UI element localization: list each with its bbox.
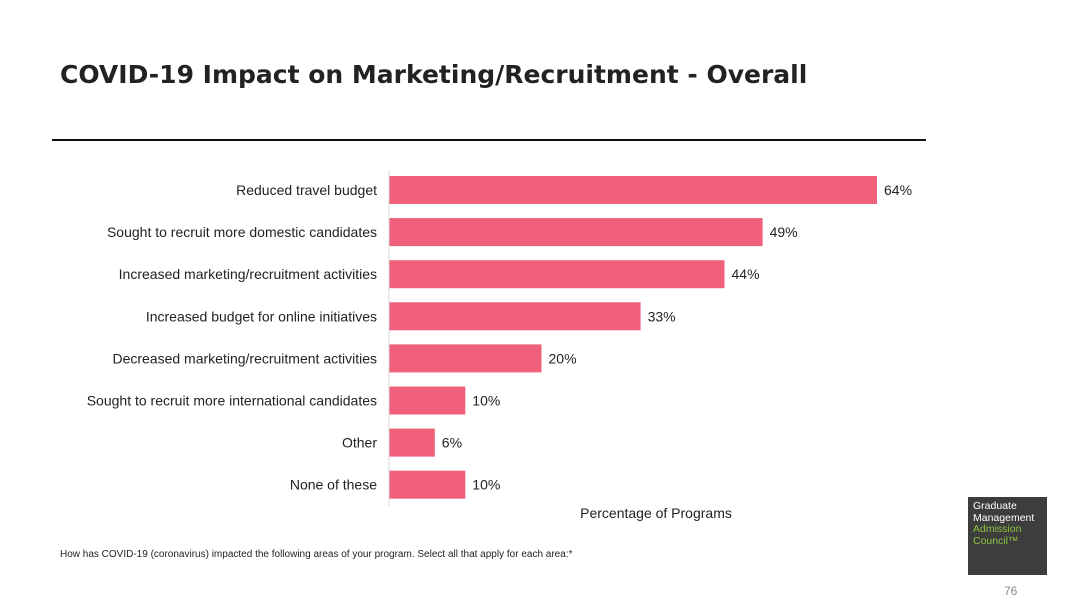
- logo-line-graduate: Graduate: [973, 500, 1017, 512]
- value-label-3: 33%: [648, 308, 676, 324]
- bar-4: [389, 344, 542, 373]
- bar-7: [389, 470, 466, 499]
- value-label-1: 49%: [770, 224, 798, 240]
- survey-question-footnote: How has COVID-19 (coronavirus) impacted …: [60, 549, 573, 560]
- category-label-0: Reduced travel budget: [236, 182, 377, 198]
- bar-3: [389, 302, 641, 331]
- value-label-7: 10%: [472, 477, 500, 493]
- bar-chart: Reduced travel budget 64% Sought to recrui…: [87, 170, 912, 521]
- gmac-logo: Graduate Management Admission Council™: [968, 497, 1047, 575]
- logo-line-management: Management: [973, 511, 1035, 524]
- category-label-7: None of these: [290, 477, 377, 493]
- value-label-5: 10%: [472, 393, 500, 409]
- slide-title: COVID-19 Impact on Marketing/Recruitment…: [60, 60, 808, 89]
- value-label-6: 6%: [442, 435, 462, 451]
- category-label-4: Decreased marketing/recruitment activiti…: [112, 350, 377, 366]
- x-axis-title: Percentage of Programs: [580, 505, 732, 521]
- bar-1: [389, 218, 763, 247]
- value-label-2: 44%: [732, 266, 760, 282]
- bar-2: [389, 260, 725, 289]
- title-divider: [52, 139, 926, 141]
- logo-line-council: Council™: [973, 534, 1019, 547]
- category-label-3: Increased budget for online initiatives: [146, 308, 377, 324]
- bar-6: [389, 428, 435, 457]
- value-label-4: 20%: [549, 350, 577, 366]
- bar-5: [389, 386, 466, 415]
- category-label-2: Increased marketing/recruitment activiti…: [119, 266, 377, 282]
- logo-line-admission: Admission: [973, 523, 1022, 535]
- category-label-5: Sought to recruit more international can…: [87, 393, 377, 409]
- bar-0: [389, 176, 877, 204]
- category-label-1: Sought to recruit more domestic candidat…: [107, 224, 377, 240]
- bars-group: Reduced travel budget 64% Sought to recrui…: [87, 176, 912, 499]
- value-label-0: 64%: [884, 182, 912, 198]
- category-label-6: Other: [342, 435, 377, 451]
- page-number: 76: [1004, 584, 1018, 598]
